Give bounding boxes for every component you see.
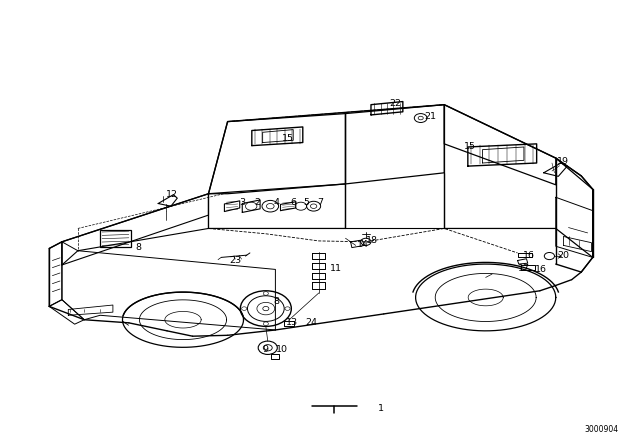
Text: 13: 13 [286,319,298,327]
Text: 5: 5 [303,198,309,207]
Text: 20: 20 [557,251,570,260]
Text: 3: 3 [239,198,245,207]
Text: 24: 24 [306,319,317,327]
Text: 12: 12 [166,190,178,198]
Text: 10: 10 [276,345,288,354]
Text: 6: 6 [290,198,296,207]
Text: 15: 15 [282,134,294,142]
Text: 23: 23 [229,256,241,265]
Text: 22: 22 [389,99,401,108]
Text: 14: 14 [356,240,369,249]
Text: 7: 7 [317,198,323,207]
Text: 19: 19 [557,157,570,166]
Text: 17: 17 [518,264,530,273]
Text: 4: 4 [274,198,280,207]
Text: 16: 16 [523,251,535,260]
Text: 8: 8 [274,297,280,306]
Text: 2: 2 [255,198,260,207]
Text: 8: 8 [136,243,141,252]
Text: 11: 11 [330,264,342,273]
Text: 18: 18 [366,237,378,246]
Text: 15: 15 [464,142,476,151]
Text: 21: 21 [424,112,436,121]
Text: 16: 16 [535,265,547,274]
Text: 9: 9 [263,345,269,354]
Text: 1: 1 [378,404,383,413]
Text: 3000904: 3000904 [584,425,618,434]
